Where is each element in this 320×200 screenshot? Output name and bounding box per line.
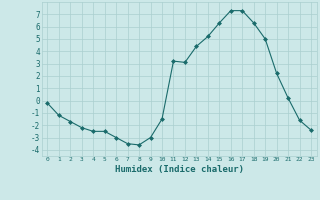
- X-axis label: Humidex (Indice chaleur): Humidex (Indice chaleur): [115, 165, 244, 174]
